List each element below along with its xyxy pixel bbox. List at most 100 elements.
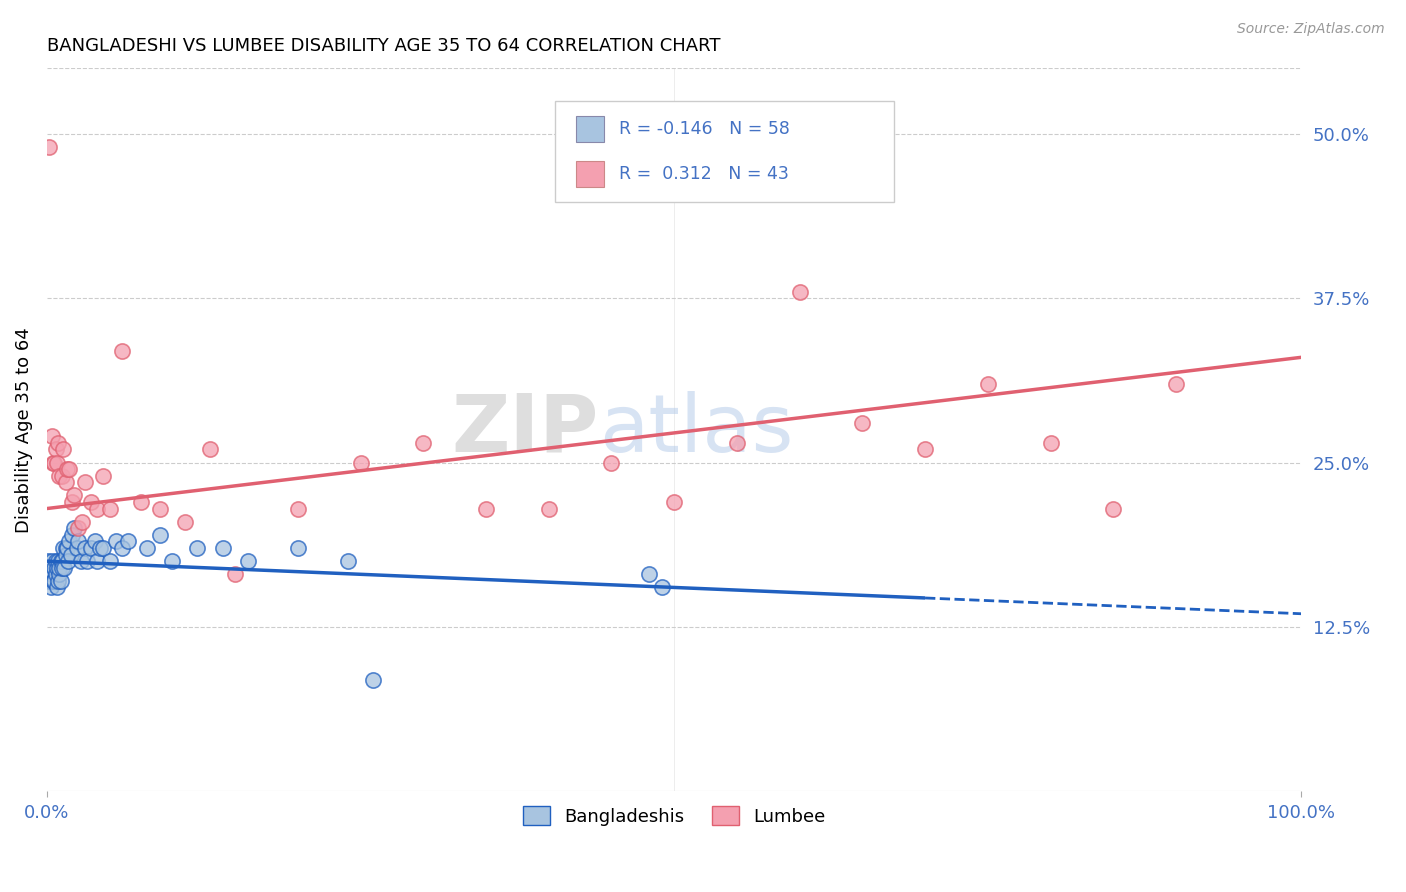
Point	[58, 534, 80, 549]
Point	[38, 574, 60, 588]
Point	[93, 541, 115, 555]
Point	[1039, 435, 1062, 450]
Point	[173, 515, 195, 529]
Legend: Bangladeshis, Lumbee: Bangladeshis, Lumbee	[523, 806, 825, 826]
Point	[60, 495, 83, 509]
Point	[136, 541, 159, 555]
Point	[73, 541, 96, 555]
Point	[58, 554, 80, 568]
Point	[52, 442, 75, 457]
Point	[336, 554, 359, 568]
Point	[638, 567, 661, 582]
Point	[45, 442, 67, 457]
Point	[46, 574, 69, 588]
Point	[51, 554, 73, 568]
Point	[55, 548, 77, 562]
Point	[55, 541, 77, 555]
Point	[851, 416, 873, 430]
Point	[80, 541, 103, 555]
Point	[56, 462, 79, 476]
Text: Source: ZipAtlas.com: Source: ZipAtlas.com	[1237, 22, 1385, 37]
Point	[129, 495, 152, 509]
Point	[58, 462, 80, 476]
Point	[66, 541, 89, 555]
Point	[211, 541, 233, 555]
Text: ZIP: ZIP	[451, 391, 599, 468]
Point	[537, 501, 560, 516]
Point	[52, 541, 75, 555]
Point	[42, 456, 65, 470]
Point	[361, 673, 384, 687]
Point	[662, 495, 685, 509]
Point	[104, 534, 127, 549]
Point	[38, 567, 60, 582]
Point	[51, 468, 73, 483]
Point	[45, 581, 67, 595]
Point	[198, 442, 221, 457]
Point	[59, 548, 82, 562]
Point	[45, 560, 67, 574]
Point	[117, 534, 139, 549]
Point	[63, 521, 86, 535]
Point	[475, 501, 498, 516]
Point	[38, 140, 60, 154]
Point	[80, 495, 103, 509]
Point	[45, 554, 67, 568]
Point	[93, 468, 115, 483]
Point	[48, 560, 70, 574]
Point	[49, 574, 72, 588]
Point	[76, 554, 98, 568]
Point	[53, 560, 76, 574]
FancyBboxPatch shape	[576, 161, 605, 187]
Point	[60, 528, 83, 542]
Point	[73, 475, 96, 490]
Point	[977, 376, 1000, 391]
Point	[45, 456, 67, 470]
Point	[89, 541, 111, 555]
Point	[49, 554, 72, 568]
Point	[51, 560, 73, 574]
Point	[56, 541, 79, 555]
Point	[162, 554, 184, 568]
Y-axis label: Disability Age 35 to 64: Disability Age 35 to 64	[15, 326, 32, 533]
Point	[55, 475, 77, 490]
Point	[41, 567, 63, 582]
Point	[45, 567, 67, 582]
Point	[67, 521, 90, 535]
Point	[41, 429, 63, 443]
Point	[86, 501, 108, 516]
Point	[789, 285, 811, 299]
Point	[111, 343, 134, 358]
Point	[149, 501, 172, 516]
Text: atlas: atlas	[599, 391, 793, 468]
Point	[725, 435, 748, 450]
FancyBboxPatch shape	[576, 116, 605, 142]
Point	[186, 541, 208, 555]
Point	[42, 574, 65, 588]
Point	[914, 442, 936, 457]
Point	[1102, 501, 1125, 516]
Point	[412, 435, 434, 450]
Point	[287, 501, 309, 516]
Point	[44, 574, 66, 588]
Point	[98, 501, 121, 516]
FancyBboxPatch shape	[555, 101, 894, 202]
Point	[287, 541, 309, 555]
Point	[39, 560, 62, 574]
Point	[349, 456, 371, 470]
Point	[236, 554, 259, 568]
Point	[44, 560, 66, 574]
Point	[39, 581, 62, 595]
Text: BANGLADESHI VS LUMBEE DISABILITY AGE 35 TO 64 CORRELATION CHART: BANGLADESHI VS LUMBEE DISABILITY AGE 35 …	[46, 37, 720, 55]
Point	[48, 567, 70, 582]
Point	[83, 534, 105, 549]
Point	[46, 554, 69, 568]
Point	[224, 567, 246, 582]
Point	[67, 534, 90, 549]
Point	[41, 554, 63, 568]
Point	[37, 554, 59, 568]
Point	[600, 456, 623, 470]
Point	[44, 456, 66, 470]
Point	[46, 435, 69, 450]
Point	[1164, 376, 1187, 391]
